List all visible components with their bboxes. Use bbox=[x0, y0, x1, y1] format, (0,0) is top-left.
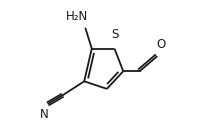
Text: S: S bbox=[111, 28, 118, 41]
Text: H₂N: H₂N bbox=[66, 10, 88, 23]
Text: O: O bbox=[156, 38, 166, 51]
Text: N: N bbox=[39, 108, 48, 121]
